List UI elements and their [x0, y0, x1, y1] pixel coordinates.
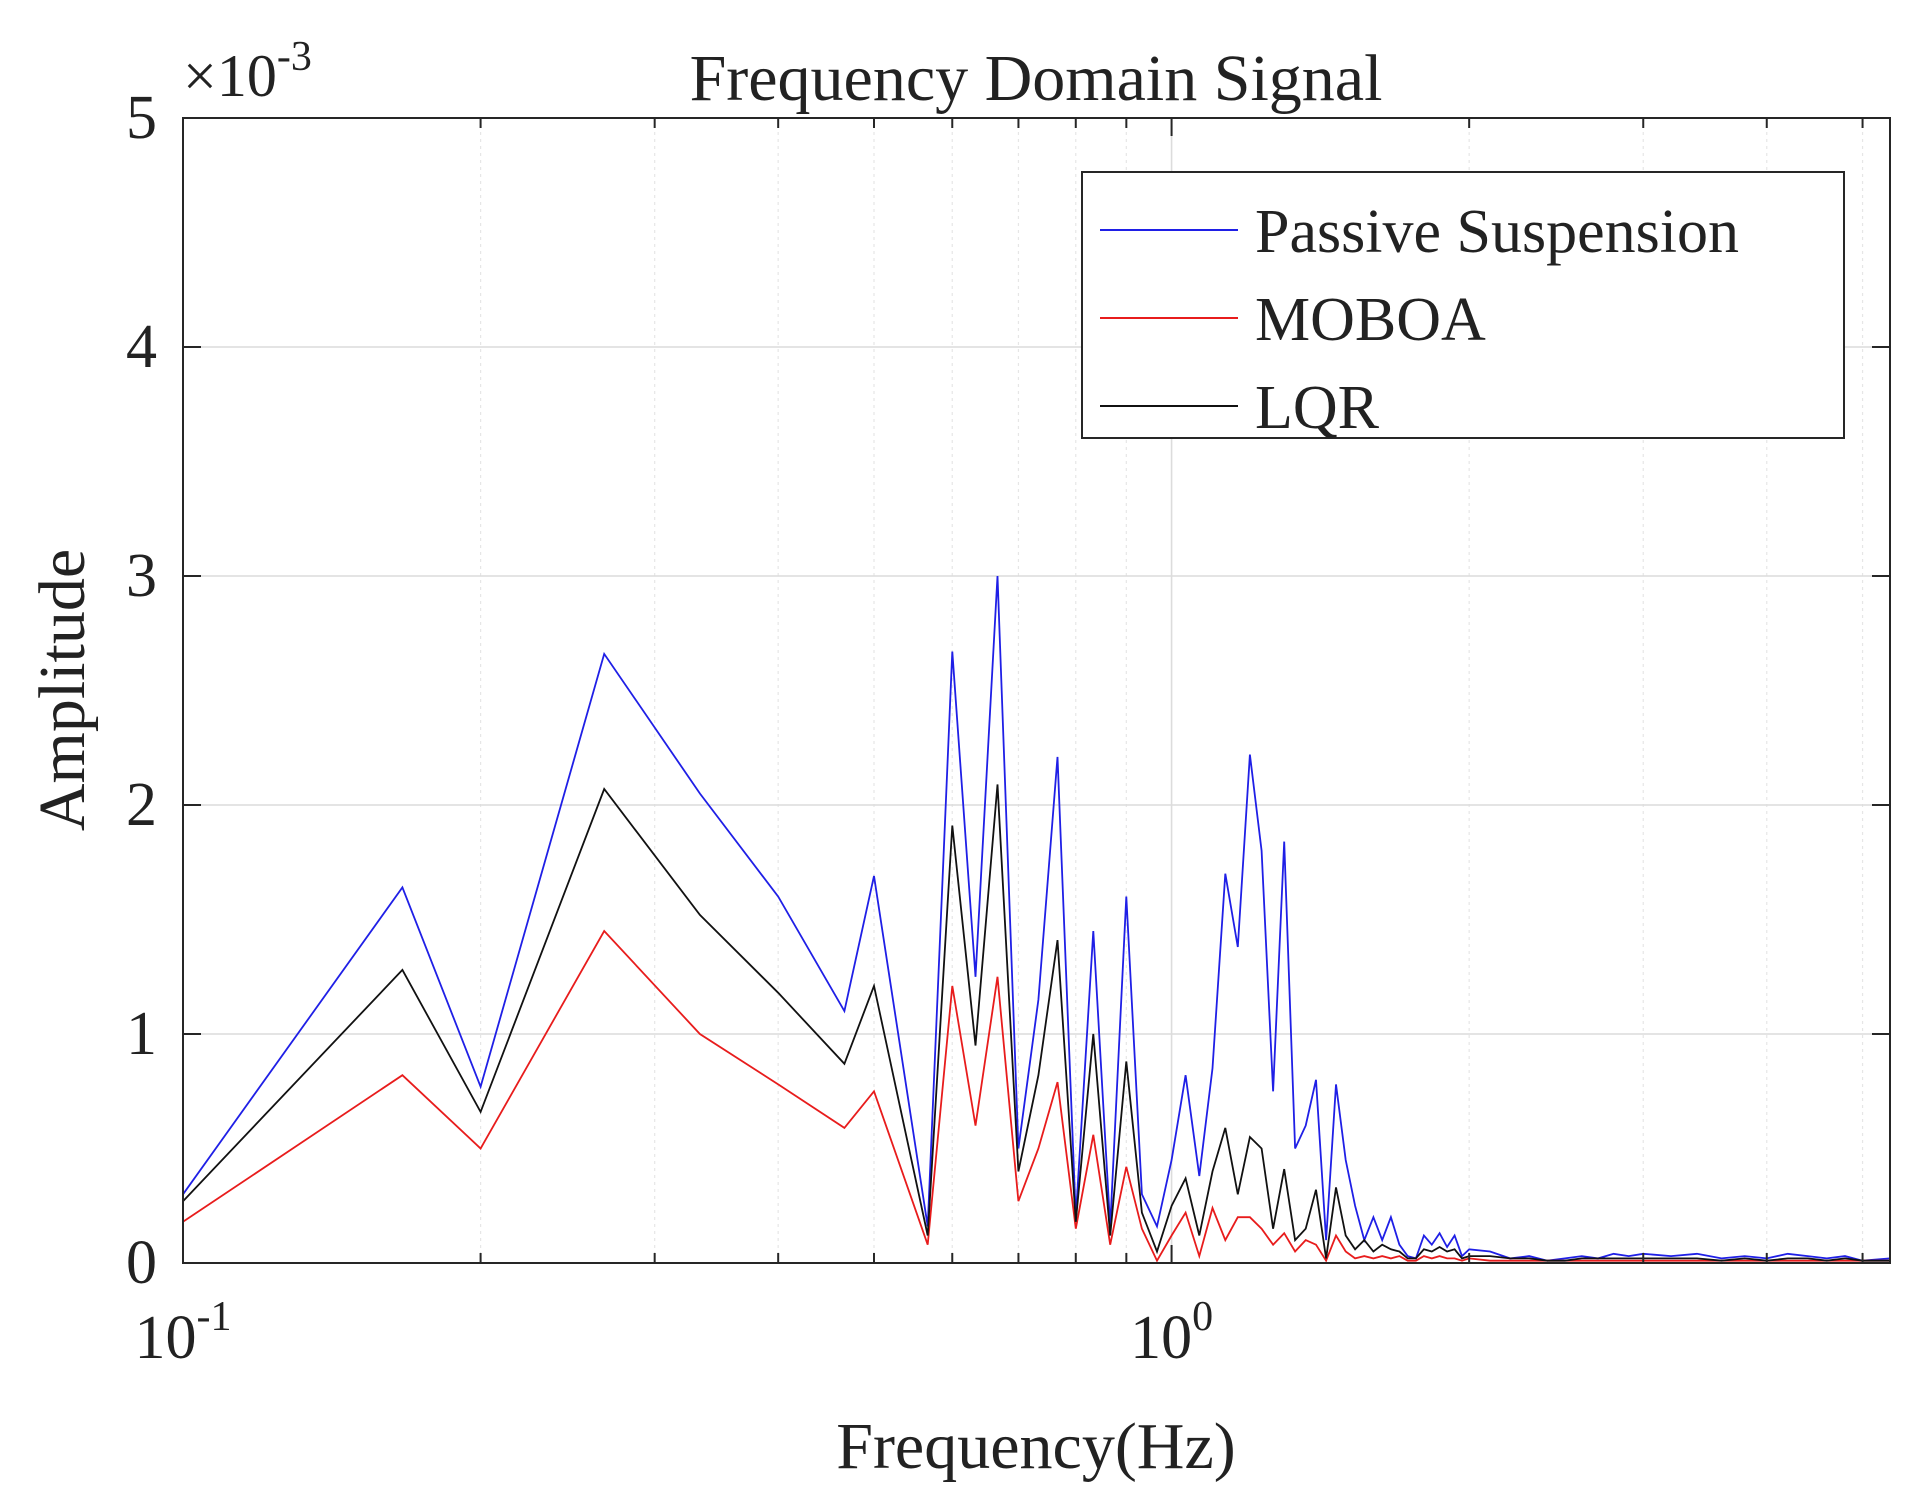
x-tick-label-base: 10: [135, 1304, 197, 1372]
y-tick-label: 4: [126, 313, 157, 381]
x-tick-label-base: 10: [1130, 1304, 1192, 1372]
y-tick-label: 1: [126, 1000, 157, 1068]
y-axis-label: Amplitude: [26, 549, 99, 831]
legend: Passive Suspension MOBOA LQR: [1081, 171, 1845, 442]
y-axis-multiplier: ×10-3: [183, 34, 312, 109]
y-multiplier-exp: -3: [277, 34, 312, 80]
legend-label: Passive Suspension: [1255, 198, 1739, 266]
y-tick-label: 5: [126, 84, 157, 152]
series-line-moboa: [182, 929, 1890, 1263]
series-line-lqr: [182, 784, 1890, 1262]
y-tick-label: 2: [126, 771, 157, 839]
plot-frame: [182, 117, 1891, 1264]
x-tick-label: 100: [1130, 1294, 1213, 1372]
x-tick-label-exp: -1: [197, 1294, 232, 1340]
series-layer: [182, 575, 1891, 1263]
legend-label: MOBOA: [1255, 286, 1486, 354]
legend-box: [1081, 171, 1845, 439]
y-tick-label: 0: [126, 1229, 157, 1297]
x-tick-label: 10-1: [135, 1294, 232, 1372]
y-tick-label: 3: [126, 542, 157, 610]
labels: Frequency Domain Signal Frequency(Hz) Am…: [26, 34, 1382, 1483]
x-tick-label-exp: 0: [1192, 1294, 1213, 1340]
series-line-passive-suspension: [182, 575, 1891, 1262]
legend-label: LQR: [1255, 374, 1380, 442]
y-multiplier-base: ×10: [183, 43, 277, 109]
x-axis-label: Frequency(Hz): [836, 1410, 1235, 1483]
chart-title: Frequency Domain Signal: [690, 42, 1383, 115]
